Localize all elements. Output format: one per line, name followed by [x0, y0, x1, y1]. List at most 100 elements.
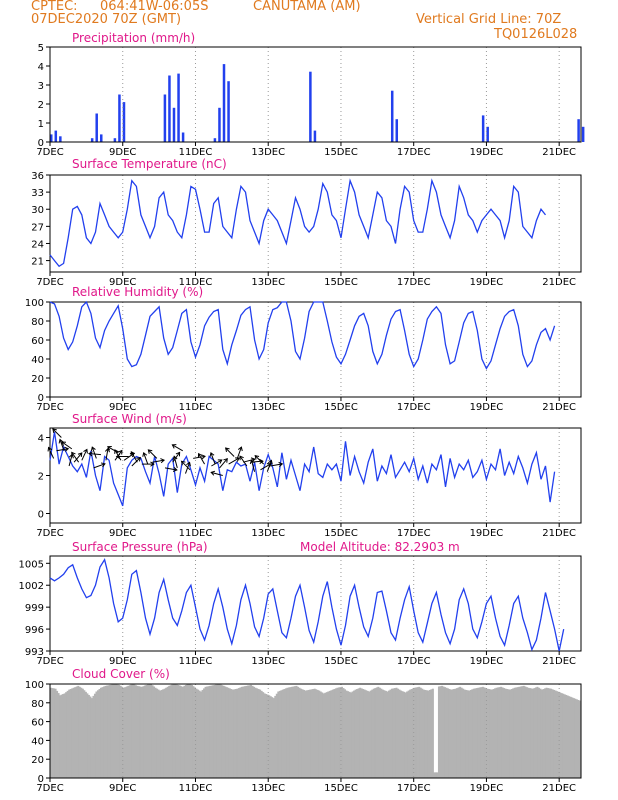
cloud-cover-bar	[368, 691, 371, 778]
cloud-cover-bar	[510, 689, 513, 778]
cloud-cover-bar	[393, 688, 397, 778]
cloud-cover-bar	[84, 691, 87, 778]
cloud-cover-bar	[554, 690, 557, 778]
cloud-cover-bar	[422, 689, 425, 778]
cloud-cover-bar	[150, 684, 153, 778]
x-tick-label: 15DEC	[324, 402, 358, 413]
wind-arrow	[71, 451, 80, 463]
y-tick-label: 100	[25, 298, 44, 309]
cloud-cover-bar	[121, 686, 124, 778]
wind-arrow-head	[237, 446, 243, 452]
precipitation-bar	[50, 134, 53, 142]
cloud-cover-bar	[122, 687, 125, 778]
x-tick-label: 21DEC	[542, 783, 576, 794]
wind-arrow	[104, 447, 110, 461]
cloud-cover-bar	[442, 686, 445, 778]
cloud-cover-bar	[345, 690, 348, 778]
cloud-cover-bar	[515, 687, 518, 778]
precipitation-bar	[481, 115, 485, 142]
x-tick-label: 17DEC	[397, 528, 431, 539]
cloud-cover-bar	[524, 686, 527, 778]
precip-panel	[46, 46, 585, 146]
cloud-cover-bar	[534, 687, 537, 778]
wind-arrow	[93, 462, 106, 469]
y-tick-label: 1005	[19, 559, 44, 570]
wind-arrow-shaft	[73, 452, 83, 463]
y-tick-label: 40	[31, 736, 44, 747]
header-run: 07DEC2020 70Z (GMT)	[31, 12, 182, 27]
rh-title: Relative Humidity (%)	[72, 285, 203, 299]
wind-arrow-shaft	[225, 447, 235, 457]
precipitation-bar	[163, 94, 167, 142]
wind-arrow-shaft	[266, 460, 272, 472]
cloud-cover-bar	[307, 689, 310, 778]
cloud-cover-bar	[118, 684, 121, 778]
cloud-cover-bar	[575, 699, 578, 778]
wind-arrow-head	[118, 449, 123, 455]
x-tick-label: 7DEC	[36, 402, 63, 413]
y-tick-label: 0	[38, 774, 44, 785]
wind-arrow-head	[171, 444, 177, 449]
cloud-cover-bar	[222, 685, 225, 778]
pres-note: Model Altitude: 82.2903 m	[300, 540, 460, 554]
cloud-cover-bar	[333, 689, 336, 778]
cloud-cover-bar	[357, 688, 360, 778]
wind-arrow-shaft	[173, 456, 178, 469]
cloud-cover-bar	[559, 692, 562, 778]
cloud-cover-bar	[319, 691, 322, 778]
y-tick-label: 100	[25, 680, 44, 691]
cloud-cover-bar	[159, 690, 162, 778]
wind-arrow-shaft	[243, 458, 255, 463]
cloud-cover-bar	[475, 688, 478, 778]
x-tick-label: 7DEC	[36, 277, 63, 288]
cloud-cover-bar	[334, 688, 337, 778]
cloud-cover-bar	[381, 689, 384, 778]
wind-arrow-head	[175, 451, 181, 457]
cloud-cover-bar	[153, 686, 156, 778]
cloud-cover-bar	[403, 691, 406, 778]
x-tick-label: 19DEC	[470, 277, 504, 288]
cloud-cover-bar	[271, 697, 274, 778]
cloud-cover-bar	[547, 688, 550, 778]
cloud-cover-bar	[309, 689, 312, 778]
precipitation-bar	[122, 102, 126, 142]
cloud-cover-bar	[389, 689, 392, 778]
cloud-cover-bar	[139, 686, 142, 778]
cloud-cover-bar	[444, 687, 447, 778]
cloud-cover-bar	[175, 684, 178, 778]
cloud-cover-bar	[115, 684, 118, 778]
cloud-cover-bar	[93, 693, 96, 778]
cloud-cover-bar	[227, 687, 230, 778]
cloud-cover-bar	[200, 691, 203, 778]
cloud-cover-bar	[383, 690, 386, 778]
cloud-cover-bar	[521, 686, 524, 778]
cloud-cover-bar	[468, 690, 471, 778]
precipitation-bar	[54, 130, 58, 142]
precip-frame	[49, 46, 582, 143]
wind-arrow	[172, 455, 178, 469]
wind-arrow	[61, 441, 73, 450]
cloud-cover-bar	[116, 684, 119, 778]
cloud-cover-bar	[157, 689, 160, 778]
wind-arrow	[90, 446, 97, 459]
precipitation-bar	[222, 64, 226, 142]
precipitation-bar	[118, 94, 121, 142]
y-tick-label: 5	[38, 43, 44, 54]
cloud-cover-bar	[324, 692, 327, 778]
wind-arrow-head	[88, 451, 93, 457]
wind-arrow-head	[267, 459, 273, 465]
cloud-cover-bar	[378, 687, 381, 778]
cloud-cover-bar	[407, 690, 410, 778]
y-tick-label: 60	[31, 336, 44, 347]
wind-arrow-shaft	[228, 457, 240, 465]
x-tick-label: 13DEC	[251, 277, 285, 288]
cloud-cover-bar	[525, 687, 528, 778]
x-tick-label: 21DEC	[542, 528, 576, 539]
wind-arrow-shaft	[211, 471, 223, 476]
cloud-cover-bar	[431, 688, 434, 778]
cloud-cover-bar	[80, 687, 83, 778]
y-tick-label: 2	[38, 100, 44, 111]
cloud-cover-bar	[481, 686, 484, 778]
cloud-cover-bar	[536, 686, 539, 778]
cloud-cover-bar	[236, 688, 239, 778]
